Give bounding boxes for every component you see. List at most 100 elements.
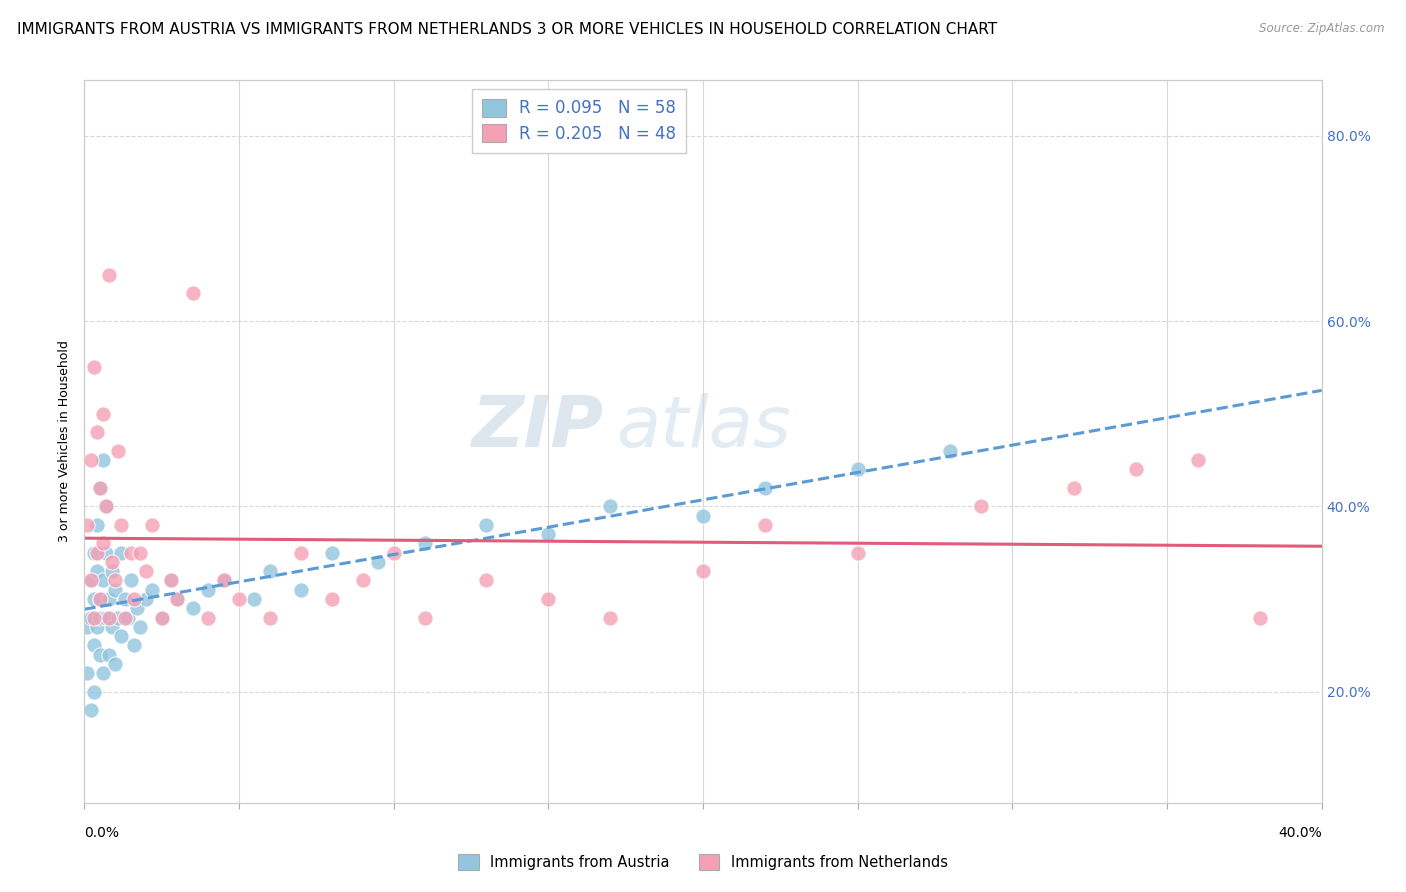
Point (125, 601, 148, 615)
Point (243, 592, 266, 607)
Legend: R = 0.095   N = 58, R = 0.205   N = 48: R = 0.095 N = 58, R = 0.205 N = 48 (472, 88, 686, 153)
Point (91, 666, 114, 681)
Text: IMMIGRANTS FROM AUSTRIA VS IMMIGRANTS FROM NETHERLANDS 3 OR MORE VEHICLES IN HOU: IMMIGRANTS FROM AUSTRIA VS IMMIGRANTS FR… (17, 22, 997, 37)
Point (89, 592, 111, 607)
Point (89, 610, 111, 624)
Point (129, 620, 152, 634)
Point (181, 286, 204, 301)
Point (94, 610, 117, 624)
Point (98, 648, 121, 662)
Point (135, 592, 157, 607)
Point (79, 574, 101, 588)
Point (83, 684, 105, 698)
Point (79, 574, 101, 588)
Point (89, 481, 111, 495)
Point (259, 610, 281, 624)
Point (367, 555, 389, 569)
Point (76, 620, 98, 634)
Point (129, 546, 152, 560)
Text: ZIP: ZIP (472, 392, 605, 461)
Point (91, 407, 114, 421)
Point (101, 620, 124, 634)
Point (110, 546, 132, 560)
Point (83, 638, 105, 652)
Point (413, 610, 436, 624)
Point (76, 517, 98, 532)
Point (122, 592, 145, 607)
Point (104, 657, 127, 671)
Point (290, 582, 312, 597)
Point (98, 592, 121, 607)
Point (94, 500, 117, 514)
Point (91, 453, 114, 467)
Point (197, 610, 219, 624)
Point (89, 481, 111, 495)
Point (537, 592, 560, 607)
Point (692, 508, 714, 523)
Point (321, 546, 343, 560)
Point (120, 546, 142, 560)
Point (141, 517, 163, 532)
Legend: Immigrants from Austria, Immigrants from Netherlands: Immigrants from Austria, Immigrants from… (453, 848, 953, 876)
Point (259, 564, 281, 578)
Point (1063, 481, 1085, 495)
Point (1249, 610, 1271, 624)
Text: 40.0%: 40.0% (1278, 826, 1322, 840)
Point (181, 601, 204, 615)
Point (120, 574, 142, 588)
Point (475, 574, 498, 588)
Point (939, 443, 962, 458)
Point (166, 592, 188, 607)
Point (101, 564, 124, 578)
Point (150, 610, 173, 624)
Point (197, 582, 219, 597)
Point (166, 592, 188, 607)
Point (228, 592, 250, 607)
Point (1125, 462, 1147, 476)
Point (599, 610, 621, 624)
Point (321, 592, 343, 607)
Point (98, 268, 121, 282)
Point (599, 500, 621, 514)
Point (846, 546, 869, 560)
Point (91, 574, 114, 588)
Point (83, 360, 105, 375)
Text: 0.0%: 0.0% (84, 826, 120, 840)
Point (1187, 453, 1209, 467)
Point (104, 574, 127, 588)
Point (79, 703, 101, 717)
Point (83, 546, 105, 560)
Point (94, 546, 117, 560)
Point (86, 425, 108, 440)
Point (98, 610, 121, 624)
Point (101, 555, 124, 569)
Point (122, 638, 145, 652)
Point (692, 564, 714, 578)
Point (104, 582, 127, 597)
Point (110, 517, 132, 532)
Point (141, 582, 163, 597)
Point (970, 500, 993, 514)
Point (117, 610, 139, 624)
Point (382, 546, 405, 560)
Point (94, 500, 117, 514)
Point (76, 666, 98, 681)
Point (79, 453, 101, 467)
Point (475, 517, 498, 532)
Point (86, 564, 108, 578)
Point (79, 610, 101, 624)
Point (114, 610, 136, 624)
Point (86, 620, 108, 634)
Point (290, 546, 312, 560)
Point (110, 629, 132, 643)
Point (754, 517, 776, 532)
Point (537, 527, 560, 541)
Text: atlas: atlas (616, 392, 792, 461)
Point (107, 443, 129, 458)
Point (107, 610, 129, 624)
Point (413, 536, 436, 550)
Point (114, 592, 136, 607)
Point (352, 574, 374, 588)
Y-axis label: 3 or more Vehicles in Household: 3 or more Vehicles in Household (58, 341, 72, 542)
Point (212, 574, 235, 588)
